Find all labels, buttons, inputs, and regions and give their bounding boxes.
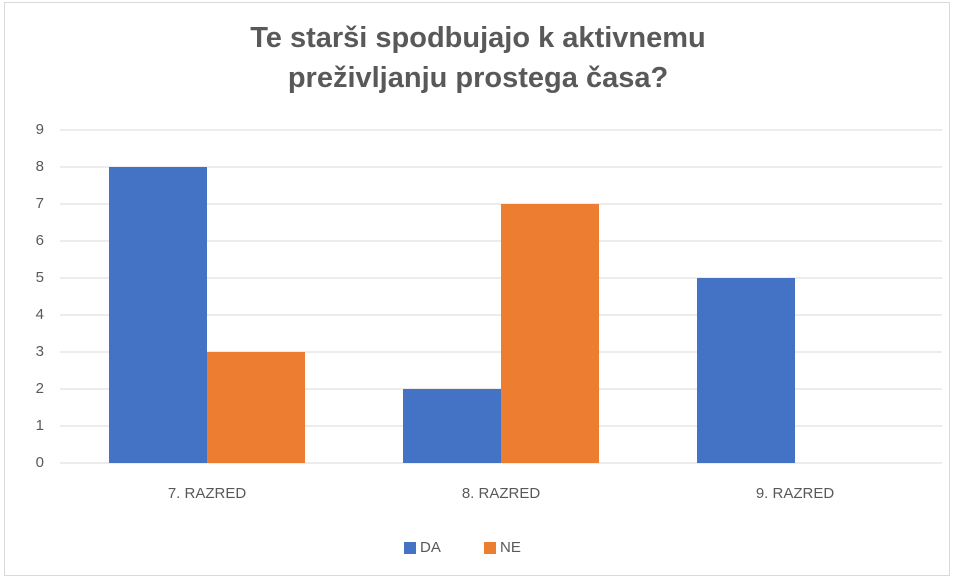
bar <box>697 278 795 463</box>
bar <box>403 389 501 463</box>
x-tick-label: 9. RAZRED <box>756 485 835 502</box>
legend-swatch <box>404 542 416 554</box>
x-tick-label: 7. RAZRED <box>168 485 247 502</box>
legend-swatch <box>484 542 496 554</box>
y-tick-label: 6 <box>36 232 44 249</box>
y-tick-label: 7 <box>36 195 44 212</box>
bar <box>207 352 305 463</box>
y-tick-label: 1 <box>36 417 44 434</box>
y-tick-label: 4 <box>36 306 44 323</box>
chart-title: Te starši spodbujajo k aktivnemu preživl… <box>250 22 706 94</box>
y-tick-label: 9 <box>36 121 44 138</box>
y-tick-label: 0 <box>36 454 44 471</box>
y-tick-label: 3 <box>36 343 44 360</box>
y-tick-label: 5 <box>36 269 44 286</box>
bar <box>109 167 207 463</box>
x-tick-label: 8. RAZRED <box>462 485 541 502</box>
legend-label: NE <box>500 539 521 556</box>
chart-frame <box>4 2 950 576</box>
y-tick-label: 2 <box>36 380 44 397</box>
y-tick-label: 8 <box>36 158 44 175</box>
legend-label: DA <box>420 539 441 556</box>
bar <box>501 204 599 463</box>
